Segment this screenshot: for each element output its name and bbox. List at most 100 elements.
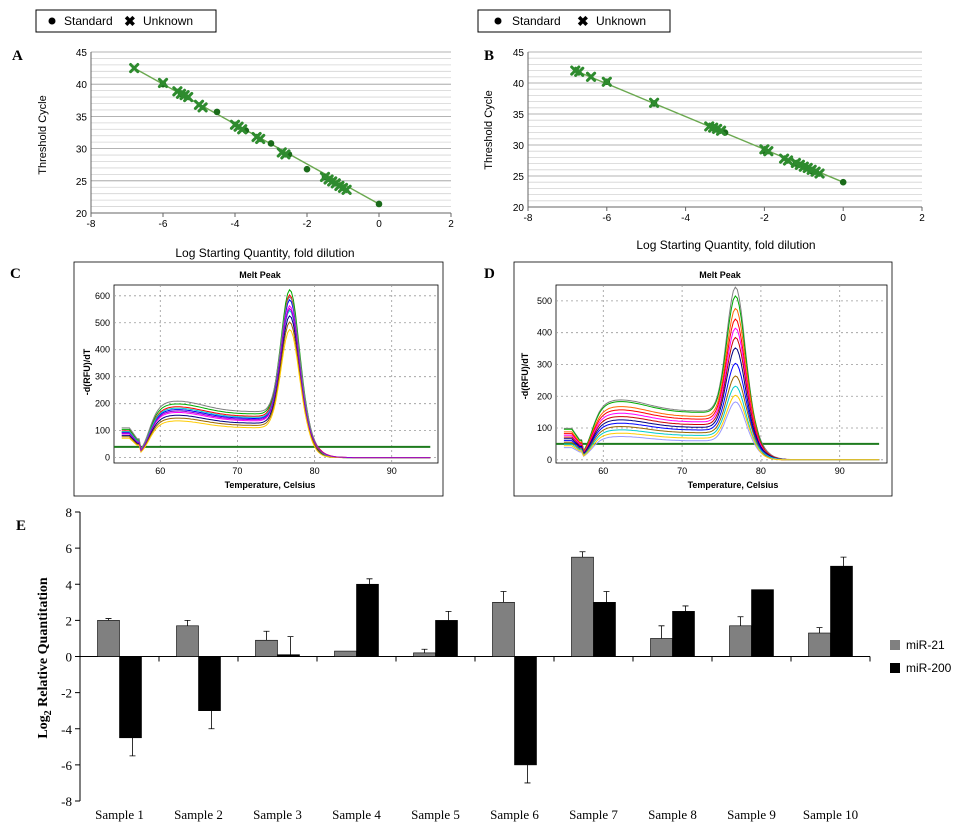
legend-a: Standard ✖ Unknown	[35, 9, 217, 33]
category-label: Sample 10	[803, 807, 858, 822]
melt-peak-c: Melt Peak 60 70 80 90 0 100 200 300 400 500 600 Te…	[73, 261, 444, 497]
unknown-point	[129, 63, 140, 74]
melt-curve	[563, 394, 880, 461]
y-tick-label: 0	[105, 453, 110, 463]
y-tick-label: 25	[76, 177, 88, 188]
y-tick-label: 20	[76, 209, 88, 220]
y-tick-label: 0	[547, 455, 552, 465]
x-tick-label: 2	[919, 213, 925, 224]
y-tick-label: 4	[66, 577, 73, 592]
y-tick-label: -8	[61, 794, 72, 809]
x-tick-label: 60	[155, 466, 165, 476]
legend-mir21-swatch	[890, 640, 900, 650]
legend-box-b	[477, 9, 671, 33]
y-tick-label: 20	[513, 203, 525, 214]
error-bar	[682, 605, 689, 612]
y-tick-label: 25	[513, 172, 525, 183]
unknown-point	[763, 146, 774, 157]
standard-curve-b: Standard ✖ Unknown -8 -6 -4 -2 0 2 20 25 30 35 40 4…	[477, 9, 925, 252]
legend-unknown-x-icon: ✖	[124, 13, 136, 29]
x-axis-label-b: Log Starting Quantity, fold dilution	[636, 238, 815, 252]
unknown-point	[601, 76, 612, 87]
x-tick-label: 90	[835, 466, 845, 476]
panel-label-a: A	[12, 48, 23, 64]
y-tick-label: 8	[66, 505, 73, 520]
x-tick-label: 70	[232, 466, 242, 476]
melt-curve	[121, 307, 431, 459]
category-label: Sample 6	[490, 807, 539, 822]
bar-chart-e: 8 6 4 2 0 -2 -4 -6 -8 Sample 1 Sample 2 Sample 3 Sam…	[36, 505, 952, 822]
x-tick-label: 80	[756, 466, 766, 476]
bar-mir200	[277, 654, 300, 657]
error-bar	[737, 616, 744, 626]
y-tick-label: 200	[95, 399, 110, 409]
unknown-point	[157, 77, 169, 89]
y-tick-label: 200	[537, 391, 552, 401]
legend-standard-dot-icon	[48, 17, 56, 25]
unknown-point	[280, 149, 291, 160]
x-tick-label: 60	[598, 466, 608, 476]
error-bar	[208, 710, 215, 730]
unknown-point	[237, 124, 248, 135]
error-bar	[816, 627, 823, 634]
bar-mir200	[198, 656, 221, 711]
x-axis-label-c: Temperature, Celsius	[225, 480, 316, 490]
y-axis-label-a: Threshold Cycle	[37, 95, 49, 174]
bar-mir200	[830, 565, 853, 657]
legend-unknown-x-icon: ✖	[577, 13, 589, 29]
legend-standard-label: Standard	[64, 14, 113, 28]
x-tick-label: -4	[231, 219, 240, 230]
bar-mir200	[751, 589, 774, 657]
unknown-point	[814, 168, 825, 179]
y-axis-label-b: Threshold Cycle	[483, 90, 495, 169]
y-axis-label-e: Log2 Relative Quantitation	[36, 577, 54, 739]
error-bar	[579, 551, 586, 558]
y-tick-label: 400	[95, 345, 110, 355]
panel-label-d: D	[484, 266, 495, 282]
bar-mir200	[672, 611, 695, 657]
bar-mir21	[334, 650, 357, 657]
x-tick-label: -8	[524, 213, 533, 224]
unknown-point	[782, 155, 794, 166]
y-tick-label: 40	[513, 79, 525, 90]
y-axis-label-suffix: Relative Quantitation	[36, 577, 51, 710]
category-label: Sample 2	[174, 807, 223, 822]
error-bar	[658, 625, 665, 639]
standard-point	[213, 108, 221, 116]
legend-mir200-swatch	[890, 663, 900, 673]
category-label: Sample 8	[648, 807, 697, 822]
x-tick-label: 0	[376, 219, 382, 230]
bar-mir200	[514, 656, 537, 766]
legend-standard-dot-icon	[494, 17, 502, 25]
category-label: Sample 5	[411, 807, 460, 822]
y-axis-label-c: -d(RFU)/dT	[82, 348, 92, 395]
x-tick-label: 2	[448, 219, 454, 230]
bar-mir21	[650, 638, 673, 657]
y-axis-label-prefix: Log	[36, 715, 51, 738]
bar-mir200	[356, 583, 379, 657]
y-tick-label: 500	[537, 296, 552, 306]
error-bar	[366, 578, 373, 585]
bar-mir21	[571, 556, 594, 657]
unknown-point	[255, 133, 266, 145]
legend-unknown-label: Unknown	[143, 14, 193, 28]
y-tick-label: 100	[95, 426, 110, 436]
y-tick-label: 30	[76, 145, 88, 156]
panel-label-e: E	[16, 518, 26, 534]
unknown-point	[585, 71, 597, 82]
x-tick-label: -6	[602, 213, 611, 224]
unknown-point	[197, 102, 208, 113]
y-axis-label-d: -d(RFU)/dT	[520, 352, 530, 399]
bar-mir21	[413, 652, 436, 657]
y-tick-label: 300	[95, 372, 110, 382]
standard-point	[267, 140, 275, 147]
error-bar	[105, 618, 112, 621]
panel-label-c: C	[10, 266, 21, 282]
category-label: Sample 7	[569, 807, 618, 822]
bar-mir21	[97, 620, 120, 657]
y-tick-label: 35	[76, 112, 88, 123]
bar-mir21	[492, 602, 515, 657]
y-tick-label: 100	[537, 423, 552, 433]
x-tick-label: 90	[387, 466, 397, 476]
